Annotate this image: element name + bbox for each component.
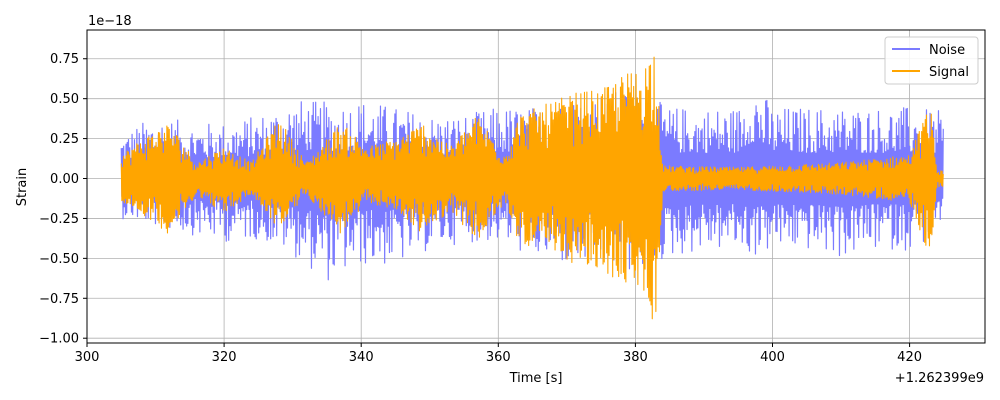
x-axis-title: Time [s] bbox=[509, 371, 563, 386]
x-tick-label: 380 bbox=[623, 350, 648, 365]
x-tick-label: 360 bbox=[486, 350, 511, 365]
y-tick-label: 0.25 bbox=[50, 132, 79, 147]
x-tick-label: 320 bbox=[212, 350, 237, 365]
series-signal-line bbox=[120, 56, 944, 320]
y-tick-label: 0.50 bbox=[50, 92, 79, 107]
x-tick-label: 420 bbox=[897, 350, 922, 365]
y-tick-label: 0.75 bbox=[50, 52, 79, 67]
x-tick-label: 400 bbox=[760, 350, 785, 365]
x-tick-label: 300 bbox=[75, 350, 100, 365]
x-tick-label: 340 bbox=[349, 350, 374, 365]
y-tick-label: 0.00 bbox=[50, 172, 79, 187]
plot-frame bbox=[86, 29, 986, 344]
series-layer bbox=[120, 56, 944, 320]
y-tick-label: −0.50 bbox=[39, 252, 79, 267]
ticks: 300 320 340 360 380 400 420 0.75 0.50 0.25 0.00 −0.… bbox=[39, 52, 922, 365]
y-tick-label: −0.25 bbox=[39, 212, 79, 227]
y-tick-label: −0.75 bbox=[39, 292, 79, 307]
y-axis-title: Strain bbox=[15, 168, 30, 207]
legend: Noise Signal bbox=[884, 36, 979, 85]
x-offset-label: +1.262399e9 bbox=[895, 371, 984, 386]
y-scale-label: 1e−18 bbox=[88, 14, 132, 29]
legend-label-noise: Noise bbox=[929, 43, 965, 58]
legend-label-signal: Signal bbox=[929, 65, 969, 80]
y-tick-label: −1.00 bbox=[39, 332, 79, 347]
